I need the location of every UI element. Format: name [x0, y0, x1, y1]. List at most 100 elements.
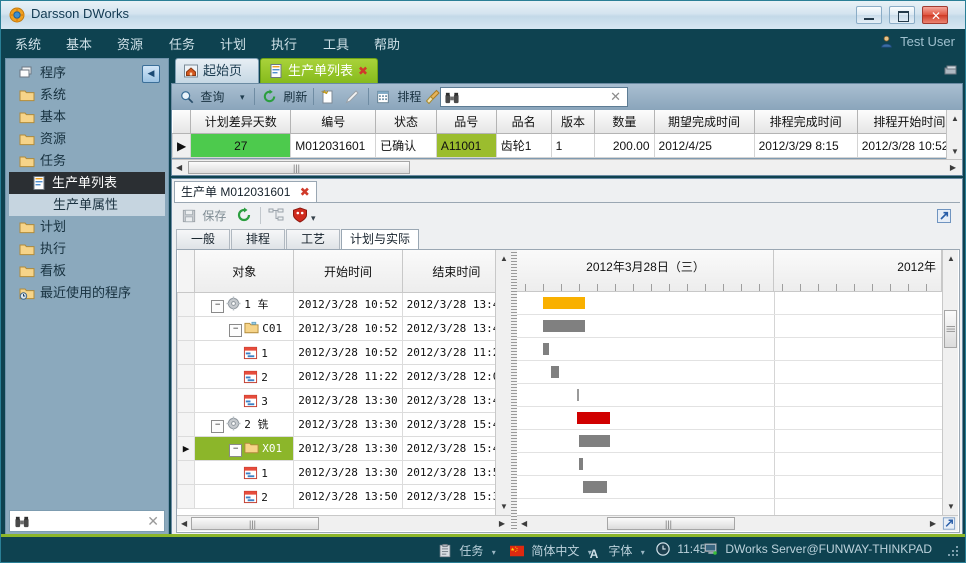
maximize-button[interactable]	[889, 6, 915, 24]
query-dropdown-caret[interactable]: ▾	[240, 92, 245, 102]
scroll-left-arrow[interactable]: ◀	[176, 163, 183, 172]
sidebar-item-plan[interactable]: 计划	[9, 216, 165, 238]
detail-tab-close-icon[interactable]: ✖	[299, 185, 310, 199]
gantt-column-object[interactable]: 对象	[194, 250, 295, 293]
scroll-thumb[interactable]: |||	[188, 161, 410, 174]
expander-icon[interactable]: −	[211, 420, 225, 433]
refresh-button[interactable]: 刷新	[262, 88, 307, 106]
sidebar-item-kanban[interactable]: 看板	[9, 260, 165, 282]
gantt-bar-summary[interactable]	[543, 320, 585, 332]
gantt-bar-summary[interactable]	[579, 435, 610, 447]
column-header-number[interactable]: 编号	[290, 110, 377, 134]
sidebar-collapse-button[interactable]: ◀	[142, 65, 160, 83]
menu-item-task[interactable]: 任务	[169, 37, 196, 52]
scroll-left-arrow[interactable]: ◀	[521, 519, 528, 528]
sidebar-item-resource[interactable]: 资源	[9, 128, 165, 150]
shield-icon[interactable]	[292, 207, 308, 223]
table-row[interactable]: 2 2012/3/28 13:50 2012/3/28 15:30	[177, 484, 511, 509]
menu-item-help[interactable]: 帮助	[374, 37, 401, 52]
status-language[interactable]: 简体中文 ▾	[510, 542, 592, 559]
scroll-right-arrow[interactable]: ▶	[949, 163, 956, 172]
resize-grip-icon[interactable]	[948, 546, 960, 558]
scroll-down-arrow[interactable]: ▼	[951, 147, 959, 156]
grid-search-box[interactable]: ✕	[440, 87, 628, 107]
gantt-bar-task[interactable]	[579, 458, 583, 470]
sidebar-search-box[interactable]: ✕	[9, 510, 165, 532]
column-header-part-no[interactable]: 品号	[435, 110, 497, 134]
scroll-down-arrow[interactable]: ▼	[947, 502, 955, 511]
chevron-down-icon[interactable]: ▾	[491, 548, 496, 557]
sidebar-item-basic[interactable]: 基本	[9, 106, 165, 128]
scroll-thumb[interactable]: |||	[607, 517, 735, 530]
sidebar-item-production-order-list[interactable]: 生产单列表	[9, 172, 165, 194]
edit-pencil-icon[interactable]	[344, 89, 360, 105]
table-row[interactable]: 1 2012/3/28 10:52 2012/3/28 11:22	[177, 340, 511, 365]
menu-item-basic[interactable]: 基本	[66, 37, 93, 52]
table-row[interactable]: ▶ − X01 2012/3/28 13:30 2012/3/28 15:40	[177, 436, 511, 461]
gantt-bar-summary[interactable]	[577, 412, 610, 424]
current-user[interactable]: Test User	[880, 34, 955, 49]
menu-item-execute[interactable]: 执行	[271, 37, 298, 52]
column-header-version[interactable]: 版本	[550, 110, 596, 134]
gantt-expand-icon[interactable]	[942, 517, 956, 530]
scroll-up-arrow[interactable]: ▲	[947, 254, 955, 263]
refresh-icon[interactable]	[236, 207, 252, 223]
clear-icon[interactable]: ✕	[610, 89, 621, 104]
grid-horizontal-scrollbar[interactable]: ◀ ||| ▶	[172, 159, 962, 175]
broom-icon[interactable]	[425, 89, 441, 105]
column-header-quantity[interactable]: 数量	[594, 110, 655, 134]
table-row[interactable]: 2 2012/3/28 11:22 2012/3/28 12:00	[177, 364, 511, 389]
column-header-plan-diff-days[interactable]: 计划差异天数	[190, 110, 292, 134]
expander-icon[interactable]: −	[229, 324, 243, 337]
scroll-down-arrow[interactable]: ▼	[500, 502, 508, 511]
expand-icon[interactable]	[936, 208, 952, 224]
hierarchy-icon[interactable]	[268, 207, 284, 223]
tab-start-page[interactable]: 起始页	[175, 58, 259, 83]
status-font[interactable]: A 字体 ▾	[587, 542, 645, 561]
new-document-icon[interactable]	[320, 89, 336, 105]
tab-production-order-list[interactable]: 生产单列表 ✖	[260, 58, 378, 83]
sidebar-item-recent-programs[interactable]: 最近使用的程序	[9, 282, 165, 304]
tab-process[interactable]: 工艺	[286, 229, 340, 250]
chevron-down-icon[interactable]: ▾	[587, 548, 592, 557]
scroll-right-arrow[interactable]: ▶	[929, 519, 936, 528]
sidebar-item-task[interactable]: 任务	[9, 150, 165, 172]
tab-scheduling[interactable]: 排程	[231, 229, 285, 250]
menu-item-resource[interactable]: 资源	[117, 37, 144, 52]
gantt-tree-horizontal-scrollbar[interactable]: ◀ ||| ▶	[177, 515, 511, 531]
menu-item-tools[interactable]: 工具	[323, 37, 350, 52]
scroll-right-arrow[interactable]: ▶	[498, 519, 505, 528]
query-button[interactable]: 查询	[180, 88, 224, 106]
gantt-vertical-scrollbar[interactable]: ▲ ||| ▼	[942, 250, 958, 515]
column-header-expected-finish[interactable]: 期望完成时间	[653, 110, 755, 134]
gantt-tree-vertical-scrollbar[interactable]: ▲ ▼	[495, 250, 511, 515]
sidebar-item-production-order-props[interactable]: 生产单属性	[9, 194, 165, 216]
gantt-horizontal-scrollbar[interactable]: ◀ ||| ▶	[517, 515, 958, 531]
minimize-button[interactable]	[856, 6, 882, 24]
sidebar-item-execute[interactable]: 执行	[9, 238, 165, 260]
scroll-up-arrow[interactable]: ▲	[500, 254, 508, 263]
column-header-status[interactable]: 状态	[375, 110, 437, 134]
sidebar-item-program[interactable]: 程序	[9, 62, 165, 84]
scroll-up-arrow[interactable]: ▲	[951, 114, 959, 123]
detail-tab-production-order[interactable]: 生产单 M012031601 ✖	[174, 181, 317, 203]
table-row[interactable]: − 2 铣 2012/3/28 13:30 2012/3/28 15:40	[177, 412, 511, 437]
scroll-thumb[interactable]: |||	[944, 310, 957, 348]
menu-item-system[interactable]: 系统	[15, 37, 42, 52]
expander-icon[interactable]: −	[229, 444, 243, 457]
gantt-bar-summary[interactable]	[543, 297, 585, 309]
schedule-button[interactable]: 排程	[376, 88, 421, 106]
scroll-thumb[interactable]: |||	[191, 517, 319, 530]
table-row[interactable]: 1 2012/3/28 13:30 2012/3/28 13:50	[177, 460, 511, 485]
sidebar-item-system[interactable]: 系统	[9, 84, 165, 106]
gantt-bar-task[interactable]	[551, 366, 559, 378]
gantt-bar-task[interactable]	[583, 481, 607, 493]
table-row[interactable]: − C01 2012/3/28 10:52 2012/3/28 13:40	[177, 316, 511, 341]
gantt-splitter[interactable]	[511, 250, 517, 531]
save-button[interactable]: 保存	[182, 207, 226, 225]
table-row[interactable]: 3 2012/3/28 13:30 2012/3/28 13:40	[177, 388, 511, 413]
table-row[interactable]: ▶ 27 M012031601 已确认 A11001 齿轮1 1 200.00 …	[172, 133, 962, 158]
status-task[interactable]: 任务 ▾	[438, 542, 496, 559]
column-header-scheduled-finish[interactable]: 排程完成时间	[753, 110, 858, 134]
tab-general[interactable]: 一般	[176, 229, 230, 250]
